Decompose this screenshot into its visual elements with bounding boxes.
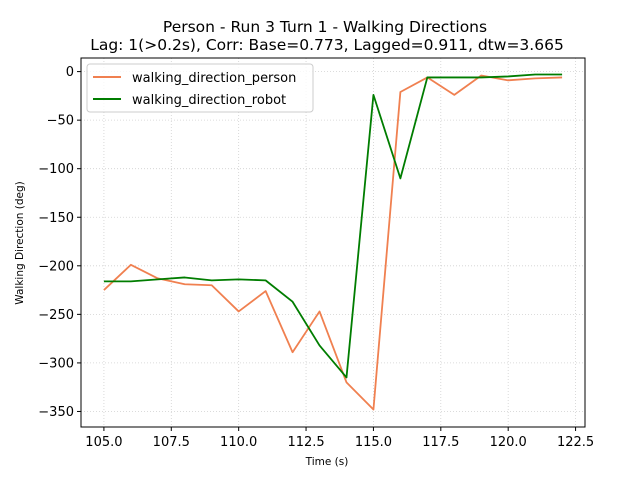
chart-subtitle: Lag: 1(>0.2s), Corr: Base=0.773, Lagged=… (90, 36, 564, 54)
legend-label-person: walking_direction_person (132, 71, 296, 86)
x-tick-label: 112.5 (287, 435, 324, 450)
x-tick-label: 110.0 (220, 435, 257, 450)
y-tick-label: 0 (66, 65, 74, 80)
y-tick-label: −250 (38, 308, 74, 323)
y-tick-label: −300 (38, 356, 74, 371)
series-line-person (103, 74, 563, 411)
y-tick-label: −350 (38, 405, 74, 420)
legend-box (86, 63, 314, 113)
y-tick-label: −150 (38, 211, 74, 226)
legend: walking_direction_person walking_directi… (86, 63, 314, 113)
x-tick-label: 105.0 (85, 435, 122, 450)
plot-frame (80, 57, 586, 428)
series-line-robot (103, 73, 563, 379)
y-tick-label: −200 (38, 259, 74, 274)
x-tick-label: 115.0 (355, 435, 392, 450)
x-tick-label: 107.5 (153, 435, 190, 450)
y-axis-label: Walking Direction (deg) (14, 181, 26, 304)
y-tick-label: −50 (47, 114, 74, 129)
series-lines (103, 73, 563, 411)
x-tick-label: 120.0 (490, 435, 527, 450)
chart-title: Person - Run 3 Turn 1 - Walking Directio… (163, 18, 487, 36)
axis-ticks: 105.0 107.5 110.0 112.5 115.0 117.5 120.0 122.5… (38, 65, 594, 450)
x-axis-label: Time (s) (305, 456, 349, 468)
x-tick-label: 117.5 (422, 435, 459, 450)
x-tick-label: 122.5 (557, 435, 594, 450)
y-tick-label: −100 (38, 162, 74, 177)
legend-label-robot: walking_direction_robot (132, 93, 286, 108)
